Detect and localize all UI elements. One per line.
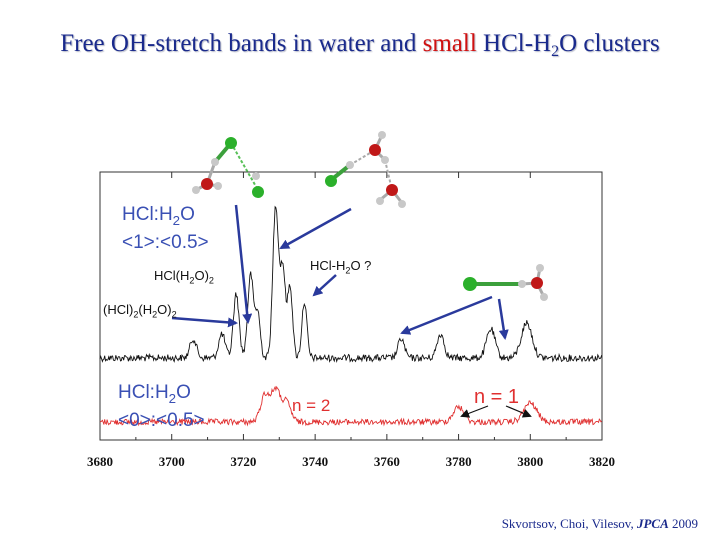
arrow-hcl-h2o-left <box>400 295 493 335</box>
arrow-hcl-h2o-right <box>497 298 509 340</box>
annotation-hcl-h2o-question: HCl-H2O ? <box>310 258 372 276</box>
x-tick-label-3760: 3760 <box>374 454 400 469</box>
annotation-hcl2-h2o2: (HCl)2(H2O)2 <box>103 302 177 320</box>
citation: Skvortsov, Choi, Vilesov, JPCA 2009 <box>501 516 698 531</box>
x-tick-label-3800: 3800 <box>517 454 543 469</box>
n2-label: n = 2 <box>292 396 331 415</box>
molecule-hcl-h2o-chain <box>325 131 406 208</box>
black-spectrum-trace <box>99 205 603 363</box>
n1-span-arrow-right <box>505 405 532 418</box>
black-trace-label: HCl:H2O <1>:<0.5> <box>122 204 209 253</box>
annotation-hcl-h2o2: HCl(H2O)2 <box>154 268 214 286</box>
x-tick-label-3700: 3700 <box>159 454 185 469</box>
x-tick-label-3820: 3820 <box>589 454 615 469</box>
title-highlight: small <box>422 30 477 57</box>
red-spectrum-trace <box>99 385 602 427</box>
arrow-hcl-h2o2 <box>234 204 253 324</box>
n1-span-arrow <box>460 405 489 418</box>
arrow-hcl-h2o-question <box>312 274 337 297</box>
n1-label: n = 1 <box>474 386 520 408</box>
arrow-hcl-h2o-chain <box>279 207 352 250</box>
x-tick-label-3720: 3720 <box>230 454 256 469</box>
slide-title: Free OH-stretch bands in water and small… <box>60 30 660 60</box>
molecule-hcl-h2o2 <box>192 137 264 198</box>
x-tick-label-3740: 3740 <box>302 454 328 469</box>
x-tick-label-3780: 3780 <box>446 454 472 469</box>
x-axis: 3680 3700 3720 3740 3760 3780 3800 3820 <box>87 172 615 469</box>
red-trace-label: HCl:H2O <0>:<0.5> <box>118 382 205 431</box>
arrow-hcl2-h2o2 <box>171 316 238 328</box>
x-tick-label-3680: 3680 <box>87 454 113 469</box>
molecule-hcl-h2o <box>463 264 548 301</box>
